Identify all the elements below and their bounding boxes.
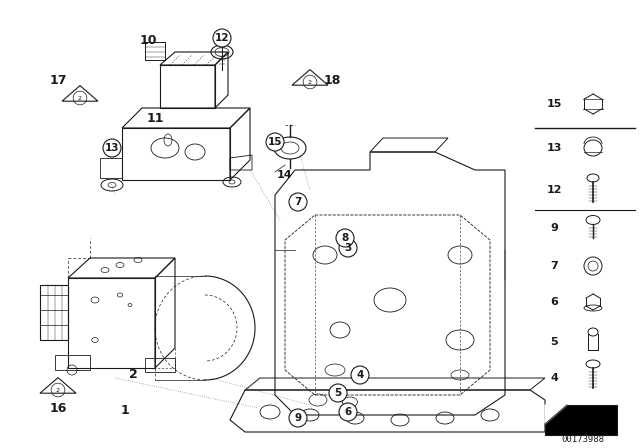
Text: 7: 7: [550, 261, 558, 271]
Polygon shape: [545, 405, 567, 424]
Text: 15: 15: [268, 137, 282, 147]
Text: 5: 5: [550, 337, 558, 347]
Text: 6: 6: [550, 297, 558, 307]
Text: 7: 7: [294, 197, 301, 207]
Circle shape: [213, 29, 231, 47]
Text: 13: 13: [105, 143, 119, 153]
Text: 16: 16: [49, 401, 67, 414]
Text: 1: 1: [120, 404, 129, 417]
Circle shape: [103, 139, 121, 157]
Text: 12: 12: [215, 33, 229, 43]
Text: 14: 14: [277, 170, 293, 180]
Text: 2: 2: [129, 369, 138, 382]
Text: 2: 2: [78, 95, 82, 100]
Text: 8: 8: [341, 233, 349, 243]
Text: 12: 12: [547, 185, 562, 195]
Text: 17: 17: [49, 73, 67, 86]
Circle shape: [266, 133, 284, 151]
Text: 2: 2: [308, 79, 312, 85]
Text: 3: 3: [344, 243, 351, 253]
Text: 6: 6: [344, 407, 351, 417]
Circle shape: [339, 403, 357, 421]
Circle shape: [289, 193, 307, 211]
Text: 15: 15: [547, 99, 562, 109]
Text: 9: 9: [294, 413, 301, 423]
Text: 5: 5: [334, 388, 342, 398]
Text: 10: 10: [140, 34, 157, 47]
Text: 00173988: 00173988: [561, 435, 605, 444]
Circle shape: [351, 366, 369, 384]
Text: 13: 13: [547, 143, 562, 153]
Circle shape: [336, 229, 354, 247]
Circle shape: [329, 384, 347, 402]
Text: 18: 18: [323, 73, 340, 86]
Bar: [545, 405, 617, 435]
Text: 4: 4: [356, 370, 364, 380]
Text: 4: 4: [550, 373, 558, 383]
Circle shape: [339, 239, 357, 257]
Text: 9: 9: [550, 223, 558, 233]
Circle shape: [289, 409, 307, 427]
Text: 2: 2: [56, 388, 60, 392]
Text: 11: 11: [147, 112, 164, 125]
